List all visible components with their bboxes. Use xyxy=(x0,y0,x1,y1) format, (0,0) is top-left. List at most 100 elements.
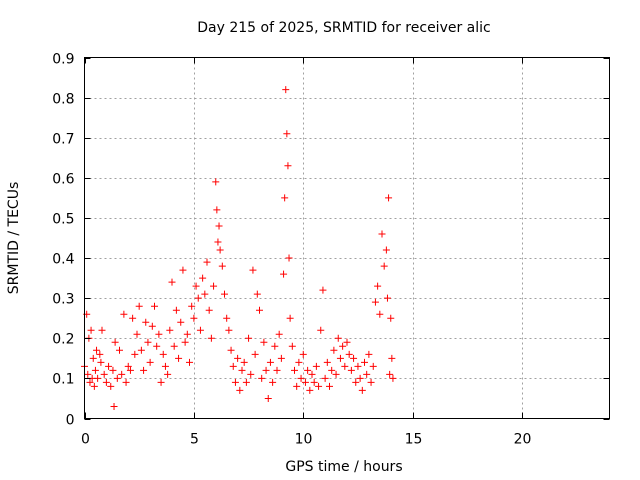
data-point xyxy=(323,358,331,366)
data-point xyxy=(271,342,279,350)
data-point xyxy=(231,378,239,386)
data-point xyxy=(113,374,121,382)
data-point xyxy=(177,318,185,326)
x-tick-label: 10 xyxy=(295,432,313,448)
data-point xyxy=(260,338,268,346)
data-point xyxy=(91,366,99,374)
data-point xyxy=(161,362,169,370)
data-point xyxy=(347,366,355,374)
data-point xyxy=(86,378,94,386)
data-point xyxy=(262,366,270,374)
data-point xyxy=(269,378,277,386)
data-point xyxy=(365,350,373,358)
data-point xyxy=(284,162,292,170)
data-point xyxy=(363,370,371,378)
data-point xyxy=(118,370,126,378)
x-tick-label: 5 xyxy=(190,432,199,448)
data-point xyxy=(299,350,307,358)
data-point xyxy=(188,302,196,310)
data-point xyxy=(166,326,174,334)
data-point xyxy=(84,370,92,378)
y-tick-label: 0.6 xyxy=(52,172,74,188)
data-point xyxy=(273,366,281,374)
data-point xyxy=(229,362,237,370)
data-point xyxy=(89,354,97,362)
data-point xyxy=(218,262,226,270)
data-point xyxy=(374,282,382,290)
data-point xyxy=(308,370,316,378)
data-point xyxy=(281,194,289,202)
data-point xyxy=(367,378,375,386)
data-point xyxy=(328,366,336,374)
x-axis-label: GPS time / hours xyxy=(285,459,402,475)
data-point xyxy=(94,374,102,382)
data-point xyxy=(380,262,388,270)
data-point xyxy=(330,346,338,354)
data-point xyxy=(249,266,257,274)
data-point xyxy=(312,362,320,370)
data-point xyxy=(388,354,396,362)
data-point xyxy=(253,290,261,298)
data-point xyxy=(280,270,288,278)
data-point xyxy=(155,330,163,338)
data-point xyxy=(245,334,253,342)
data-point xyxy=(286,314,294,322)
data-point xyxy=(275,330,283,338)
data-point xyxy=(352,378,360,386)
data-point xyxy=(285,254,293,262)
data-point xyxy=(326,382,333,390)
y-tick-labels: 0 0.1 0.2 0.3 0.4 0.5 0.6 0.7 0.8 0.9 xyxy=(52,52,74,429)
data-point xyxy=(378,230,386,238)
data-point xyxy=(122,378,130,386)
x-tick-label: 20 xyxy=(514,432,532,448)
data-point xyxy=(225,326,233,334)
data-point xyxy=(205,306,213,314)
data-point xyxy=(277,354,285,362)
data-point xyxy=(282,86,290,94)
data-point xyxy=(215,222,223,230)
data-point xyxy=(304,366,312,374)
data-point xyxy=(358,386,366,394)
data-point xyxy=(196,326,204,334)
data-point xyxy=(183,330,191,338)
data-point xyxy=(164,370,172,378)
y-tick-label: 0.1 xyxy=(52,372,74,388)
data-point xyxy=(110,402,118,410)
data-point xyxy=(266,358,274,366)
data-point xyxy=(159,350,167,358)
data-point xyxy=(288,342,296,350)
data-point xyxy=(87,326,95,334)
data-point xyxy=(179,266,187,274)
data-point xyxy=(135,302,143,310)
data-point xyxy=(343,338,351,346)
data-point xyxy=(332,370,340,378)
data-point xyxy=(194,294,202,302)
data-point xyxy=(371,298,379,306)
data-point xyxy=(168,278,176,286)
data-point xyxy=(192,282,200,290)
data-point xyxy=(223,314,231,322)
data-point xyxy=(234,354,242,362)
data-point xyxy=(175,354,183,362)
data-point xyxy=(116,346,123,354)
data-point xyxy=(387,314,395,322)
y-tick-label: 0.2 xyxy=(52,332,74,348)
data-point xyxy=(124,362,132,370)
data-point xyxy=(98,326,106,334)
data-point xyxy=(129,314,137,322)
data-point xyxy=(345,350,353,358)
data-point xyxy=(310,378,318,386)
data-point xyxy=(142,318,150,326)
data-point xyxy=(172,306,180,314)
data-point xyxy=(227,346,235,354)
y-axis-label: SRMTID / TECUs xyxy=(6,182,22,295)
data-point xyxy=(170,342,178,350)
data-point xyxy=(383,294,391,302)
y-tick-label: 0.7 xyxy=(52,132,74,148)
data-point xyxy=(295,358,303,366)
data-point xyxy=(201,290,209,298)
data-point xyxy=(210,282,218,290)
data-point xyxy=(93,346,101,354)
data-point xyxy=(213,206,221,214)
